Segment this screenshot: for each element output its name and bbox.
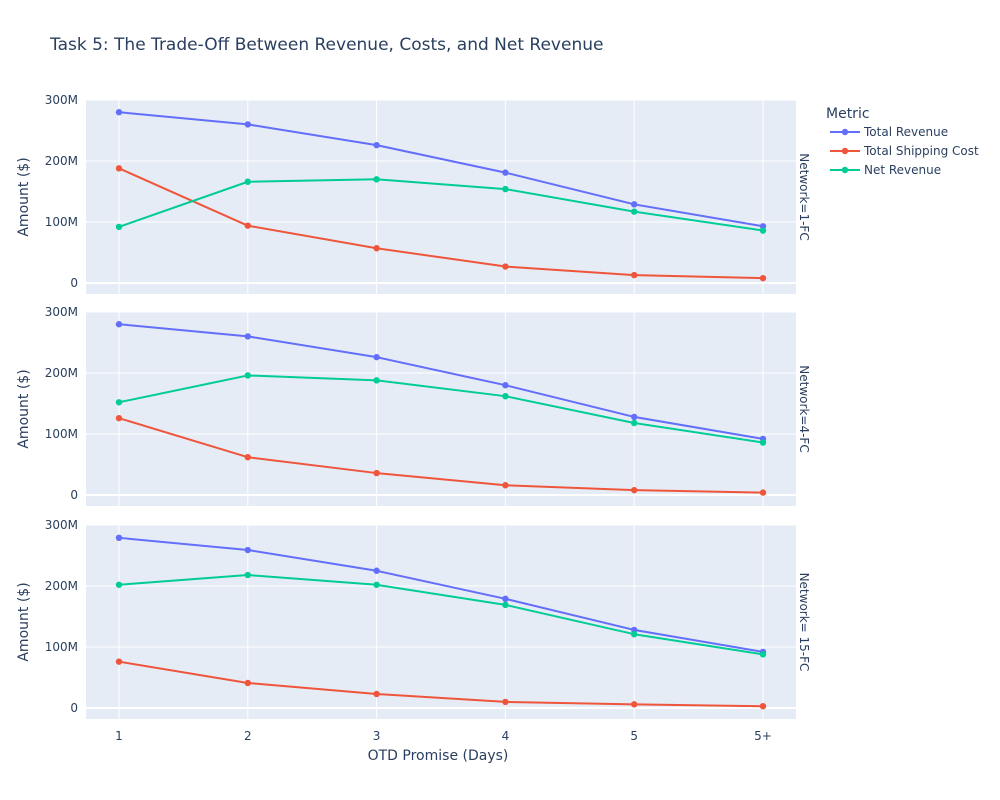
data-point	[244, 178, 251, 185]
y-tick-label: 300M	[45, 93, 78, 107]
data-point	[502, 482, 509, 489]
y-tick-label: 0	[70, 488, 78, 502]
data-point	[502, 185, 509, 193]
data-point	[759, 274, 767, 282]
data-point	[244, 372, 251, 379]
y-tick-label: 200M	[45, 154, 78, 168]
plot-area-2	[86, 312, 796, 506]
data-point	[631, 486, 638, 494]
data-point	[244, 453, 251, 461]
legend-marker[interactable]	[841, 128, 849, 136]
data-point	[631, 419, 638, 427]
y-tick-label: 0	[70, 701, 78, 715]
legend-item-label[interactable]: Net Revenue	[864, 163, 941, 177]
data-point	[759, 489, 767, 496]
data-point	[502, 169, 509, 176]
data-point	[759, 227, 767, 234]
series-line-net-revenue	[118, 574, 764, 656]
data-point	[373, 567, 380, 574]
data-point	[115, 399, 123, 406]
x-tick-label: 3	[373, 729, 381, 743]
data-point	[373, 377, 380, 384]
y-axis-title: Amount ($)	[16, 369, 32, 448]
y-tick-label: 100M	[45, 215, 78, 229]
x-tick-label: 5	[630, 729, 638, 743]
facet-label: Network= 15-FC	[797, 573, 811, 672]
data-point	[244, 679, 251, 687]
data-point	[115, 414, 123, 422]
series-line-total-revenue	[118, 111, 764, 228]
series-line-net-revenue	[118, 374, 764, 444]
data-point	[244, 546, 251, 554]
plot-area-1	[86, 100, 796, 294]
data-point	[373, 141, 380, 149]
facet-label: Network=4-FC	[797, 365, 811, 452]
legend-marker[interactable]	[841, 166, 849, 174]
data-point	[373, 469, 380, 477]
y-tick-label: 100M	[45, 427, 78, 441]
y-tick-label: 200M	[45, 366, 78, 380]
data-point	[759, 439, 767, 446]
data-point	[115, 109, 123, 116]
data-point	[631, 413, 638, 421]
data-point	[759, 651, 767, 658]
data-point	[502, 382, 509, 389]
chart-title: Task 5: The Trade-Off Between Revenue, C…	[49, 35, 603, 55]
data-point	[373, 245, 380, 252]
data-point	[373, 690, 380, 698]
data-point	[244, 222, 251, 229]
data-point	[115, 223, 123, 231]
data-point	[115, 165, 123, 172]
data-point	[502, 601, 509, 609]
x-tick-label: 1	[115, 729, 123, 743]
x-tick-label: 4	[502, 729, 510, 743]
data-point	[115, 321, 123, 328]
y-tick-label: 0	[70, 276, 78, 290]
data-point	[244, 333, 251, 340]
legend-item-label[interactable]: Total Shipping Cost	[863, 144, 979, 158]
x-tick-label: 5+	[754, 729, 772, 743]
data-point	[631, 631, 638, 638]
facet-label: Network=1-FC	[797, 153, 811, 240]
data-point	[631, 271, 638, 279]
legend-title: Metric	[826, 106, 870, 122]
legend-item-label[interactable]: Total Revenue	[863, 125, 948, 139]
plot-area-3	[86, 525, 796, 719]
data-point	[373, 353, 380, 361]
x-axis-title: OTD Promise (Days)	[368, 748, 509, 764]
y-tick-label: 300M	[45, 305, 78, 319]
legend-marker[interactable]	[841, 147, 849, 155]
x-tick-label: 2	[244, 729, 252, 743]
data-point	[244, 121, 251, 128]
series-line-total-shipping-cost	[118, 417, 764, 494]
y-axis-title: Amount ($)	[16, 157, 32, 236]
data-point	[373, 581, 380, 588]
y-tick-label: 100M	[45, 640, 78, 654]
data-point	[631, 201, 638, 208]
series-line-total-revenue	[118, 323, 764, 440]
y-tick-label: 200M	[45, 579, 78, 593]
data-point	[502, 595, 509, 603]
series-line-total-revenue	[118, 536, 764, 653]
series-line-total-shipping-cost	[118, 660, 764, 708]
data-point	[631, 701, 638, 708]
data-point	[502, 263, 509, 270]
y-axis-title: Amount ($)	[16, 582, 32, 661]
data-point	[115, 581, 123, 588]
data-point	[373, 176, 380, 183]
data-point	[115, 534, 123, 542]
data-point	[759, 702, 767, 710]
data-point	[115, 658, 123, 665]
data-point	[502, 392, 509, 400]
data-point	[631, 208, 638, 215]
series-line-total-shipping-cost	[118, 167, 764, 280]
data-point	[502, 698, 509, 706]
data-point	[244, 571, 251, 579]
series-line-net-revenue	[118, 178, 764, 232]
y-tick-label: 300M	[45, 518, 78, 532]
